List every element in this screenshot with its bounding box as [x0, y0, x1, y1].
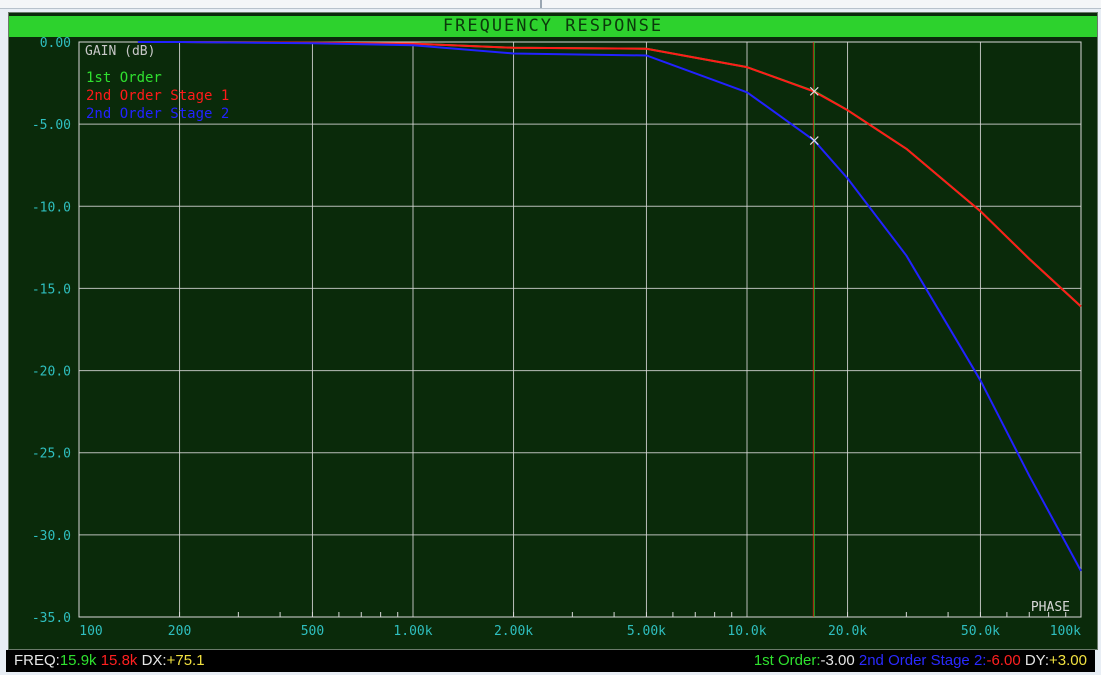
status-bar: FREQ:15.9k 15.8k DX:+75.1 1st Order:-3.0… — [6, 650, 1095, 672]
cursor-marker — [809, 136, 819, 145]
first-order-readout-value: -3.00 — [820, 652, 855, 669]
y-tick-label: -5.00 — [32, 118, 71, 133]
x-tick-label: 500 — [301, 624, 324, 639]
series-line-1st-order — [137, 41, 1082, 308]
cursor-marker-stroke — [809, 136, 819, 145]
y-axis-label: GAIN (dB) — [85, 44, 155, 59]
dy-label: DY: — [1024, 652, 1050, 669]
freq-label: FREQ: — [14, 652, 60, 669]
x-tick-label: 200 — [168, 624, 191, 639]
y-tick-label: 0.00 — [40, 36, 71, 51]
legend-2nd-order-stage-1: 2nd Order Stage 1 — [86, 88, 229, 104]
freq-value-cursor2: 15.8k — [100, 652, 138, 669]
y-tick-label: -20.0 — [32, 365, 71, 380]
stage2-readout-label: 2nd Order Stage 2: — [858, 652, 987, 669]
phase-axis-label: PHASE — [1031, 600, 1070, 615]
graph-title-bar[interactable]: FREQUENCY RESPONSE — [9, 16, 1097, 37]
y-tick-label: -30.0 — [32, 529, 71, 544]
x-tick-label: 5.00k — [627, 624, 666, 639]
freq-value-cursor1: 15.9k — [59, 652, 97, 669]
dx-label: DX: — [141, 652, 167, 669]
status-left: FREQ:15.9k 15.8k DX:+75.1 — [14, 650, 205, 672]
stage2-readout-value: -6.00 — [986, 652, 1021, 669]
x-tick-label: 100k — [1050, 624, 1081, 639]
window-top-strip — [0, 0, 1101, 9]
series-line-2nd-order-stage-2 — [137, 41, 1082, 572]
legend-1st-order: 1st Order — [86, 70, 162, 86]
x-tick-label: 50.0k — [961, 624, 1000, 639]
x-tick-label: 10.0k — [727, 624, 766, 639]
first-order-readout-label: 1st Order: — [753, 652, 821, 669]
graph-frame[interactable]: FREQUENCY RESPONSE 0.00 -5.00 -10.0 -15.0 -2… — [8, 12, 1098, 650]
legend-2nd-order-stage-2: 2nd Order Stage 2 — [86, 106, 229, 122]
dx-value: +75.1 — [166, 652, 205, 669]
x-tick-label: 1.00k — [393, 624, 432, 639]
x-tick-label: 100 — [79, 624, 102, 639]
y-tick-label: -35.0 — [32, 611, 71, 626]
cursor-marker — [809, 86, 819, 96]
x-tick-label: 2.00k — [494, 624, 533, 639]
dy-value: +3.00 — [1049, 652, 1087, 669]
x-tick-label: 20.0k — [828, 624, 867, 639]
y-tick-label: -25.0 — [32, 447, 71, 462]
series-line-2nd-order-stage-1 — [137, 41, 1082, 308]
plot-area-border — [78, 41, 1082, 618]
y-tick-label: -15.0 — [32, 282, 71, 297]
y-tick-label: -10.0 — [32, 200, 71, 215]
frequency-response-plot[interactable]: 0.00 -5.00 -10.0 -15.0 -20.0 -25.0 -30.0 -35.0 1… — [9, 13, 1097, 649]
status-right: 1st Order:-3.00 2nd Order Stage 2:-6.00 … — [754, 650, 1087, 672]
cursor-marker-stroke — [809, 86, 819, 96]
graph-title: FREQUENCY RESPONSE — [442, 16, 664, 36]
